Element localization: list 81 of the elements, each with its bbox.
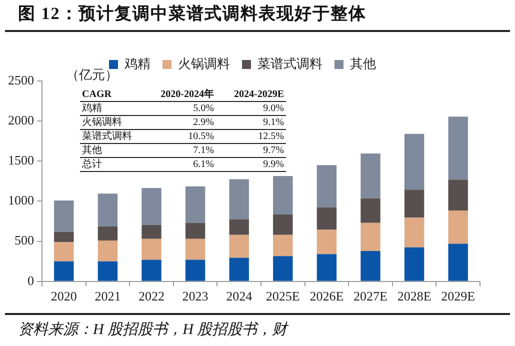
y-tick-label: 0 bbox=[28, 272, 34, 288]
annotation: 其他 bbox=[81, 144, 103, 158]
x-tick-label: 2023 bbox=[182, 288, 208, 304]
bar bbox=[404, 134, 424, 190]
bar bbox=[54, 232, 74, 242]
bar bbox=[316, 230, 337, 254]
bar bbox=[273, 214, 293, 235]
bar bbox=[229, 258, 249, 281]
bar bbox=[273, 256, 293, 281]
bar bbox=[185, 238, 206, 260]
bar bbox=[404, 190, 424, 218]
bar bbox=[54, 242, 74, 262]
y-tick-label: 500 bbox=[14, 232, 34, 248]
annotation: 火锅调料 bbox=[81, 116, 123, 130]
legend-label: 火锅调料 bbox=[178, 56, 230, 71]
chart-title: 图 12：预计复调中菜谱式调料表现好于整体 bbox=[18, 3, 366, 25]
bar bbox=[360, 222, 380, 251]
annotation: 菜谱式调料 bbox=[81, 130, 133, 144]
annotation: 9.1% bbox=[262, 116, 285, 130]
bar bbox=[448, 210, 468, 244]
annotation: 2.9% bbox=[192, 116, 215, 130]
bar bbox=[316, 254, 337, 281]
bar bbox=[448, 180, 468, 210]
annotation: CAGR bbox=[81, 88, 112, 102]
text: 资料来源：H 股招股书，H 股招股书，财 bbox=[18, 320, 288, 339]
bar bbox=[54, 261, 74, 281]
annotation: 鸡精 bbox=[81, 102, 103, 116]
y-tick-label: 2500 bbox=[8, 72, 34, 88]
legend-label: 鸡精 bbox=[124, 56, 150, 71]
annotation: 7.1% bbox=[192, 144, 215, 158]
bar bbox=[448, 244, 468, 281]
annotation: 12.5% bbox=[257, 130, 285, 144]
bar bbox=[404, 218, 424, 248]
x-tick-label: 2024 bbox=[226, 288, 253, 304]
bar bbox=[185, 186, 206, 223]
bar bbox=[229, 219, 249, 235]
bar bbox=[229, 179, 249, 220]
bar bbox=[142, 260, 162, 281]
bar bbox=[142, 224, 162, 239]
bar bbox=[185, 222, 206, 239]
bar bbox=[98, 226, 118, 241]
bar bbox=[98, 194, 118, 226]
annotation: 9.9% bbox=[262, 158, 285, 172]
bar bbox=[142, 188, 162, 225]
x-tick-label: 2020 bbox=[50, 288, 77, 304]
bar bbox=[273, 176, 293, 214]
bar bbox=[360, 198, 380, 223]
bar bbox=[98, 240, 118, 262]
bar bbox=[360, 250, 380, 281]
annotation: 总计 bbox=[81, 158, 103, 172]
bar bbox=[316, 165, 337, 208]
bar bbox=[273, 234, 293, 256]
bar bbox=[360, 154, 380, 198]
annotation: 9.0% bbox=[262, 102, 285, 116]
y-tick-label: 1500 bbox=[8, 152, 34, 168]
bar bbox=[448, 116, 468, 180]
bar bbox=[229, 234, 249, 258]
x-tick-label: 2025E bbox=[266, 288, 300, 304]
annotation: 9.7% bbox=[262, 144, 285, 158]
y-tick-label: 1000 bbox=[8, 192, 34, 208]
annotation: 2024-2029E bbox=[233, 88, 285, 102]
bar bbox=[316, 207, 337, 230]
bar bbox=[54, 200, 74, 232]
x-tick-label: 2029E bbox=[441, 288, 476, 304]
x-tick-label: 2026E bbox=[310, 288, 344, 304]
legend-label: 其他 bbox=[350, 56, 376, 71]
x-tick-label: 2021 bbox=[94, 288, 121, 304]
bar bbox=[98, 261, 118, 281]
x-tick-label: 2022 bbox=[138, 288, 164, 304]
x-tick-label: 2027E bbox=[354, 288, 388, 304]
legend-label: 菜谱式调料 bbox=[258, 56, 322, 71]
bar bbox=[185, 260, 206, 281]
bar bbox=[404, 247, 424, 281]
annotation: 5.0% bbox=[192, 102, 215, 116]
y-tick-label: 2000 bbox=[8, 112, 34, 128]
x-tick-label: 2028E bbox=[397, 288, 432, 304]
annotation: 6.1% bbox=[192, 158, 215, 172]
y-axis-title: （亿元） bbox=[66, 66, 118, 84]
bar bbox=[142, 238, 162, 260]
annotation: 10.5% bbox=[187, 130, 215, 144]
annotation: 2020-2024年 bbox=[160, 88, 215, 102]
